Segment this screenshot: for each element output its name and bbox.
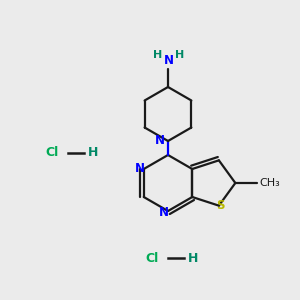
Text: H: H xyxy=(176,50,184,60)
Text: N: N xyxy=(135,163,145,176)
Text: H: H xyxy=(88,146,98,160)
Text: CH₃: CH₃ xyxy=(259,178,280,188)
Text: S: S xyxy=(216,199,224,212)
Text: N: N xyxy=(164,55,174,68)
Text: H: H xyxy=(153,50,163,60)
Text: H: H xyxy=(188,251,198,265)
Text: N: N xyxy=(155,134,165,148)
Text: N: N xyxy=(159,206,169,218)
Text: Cl: Cl xyxy=(146,251,159,265)
Text: Cl: Cl xyxy=(45,146,58,160)
